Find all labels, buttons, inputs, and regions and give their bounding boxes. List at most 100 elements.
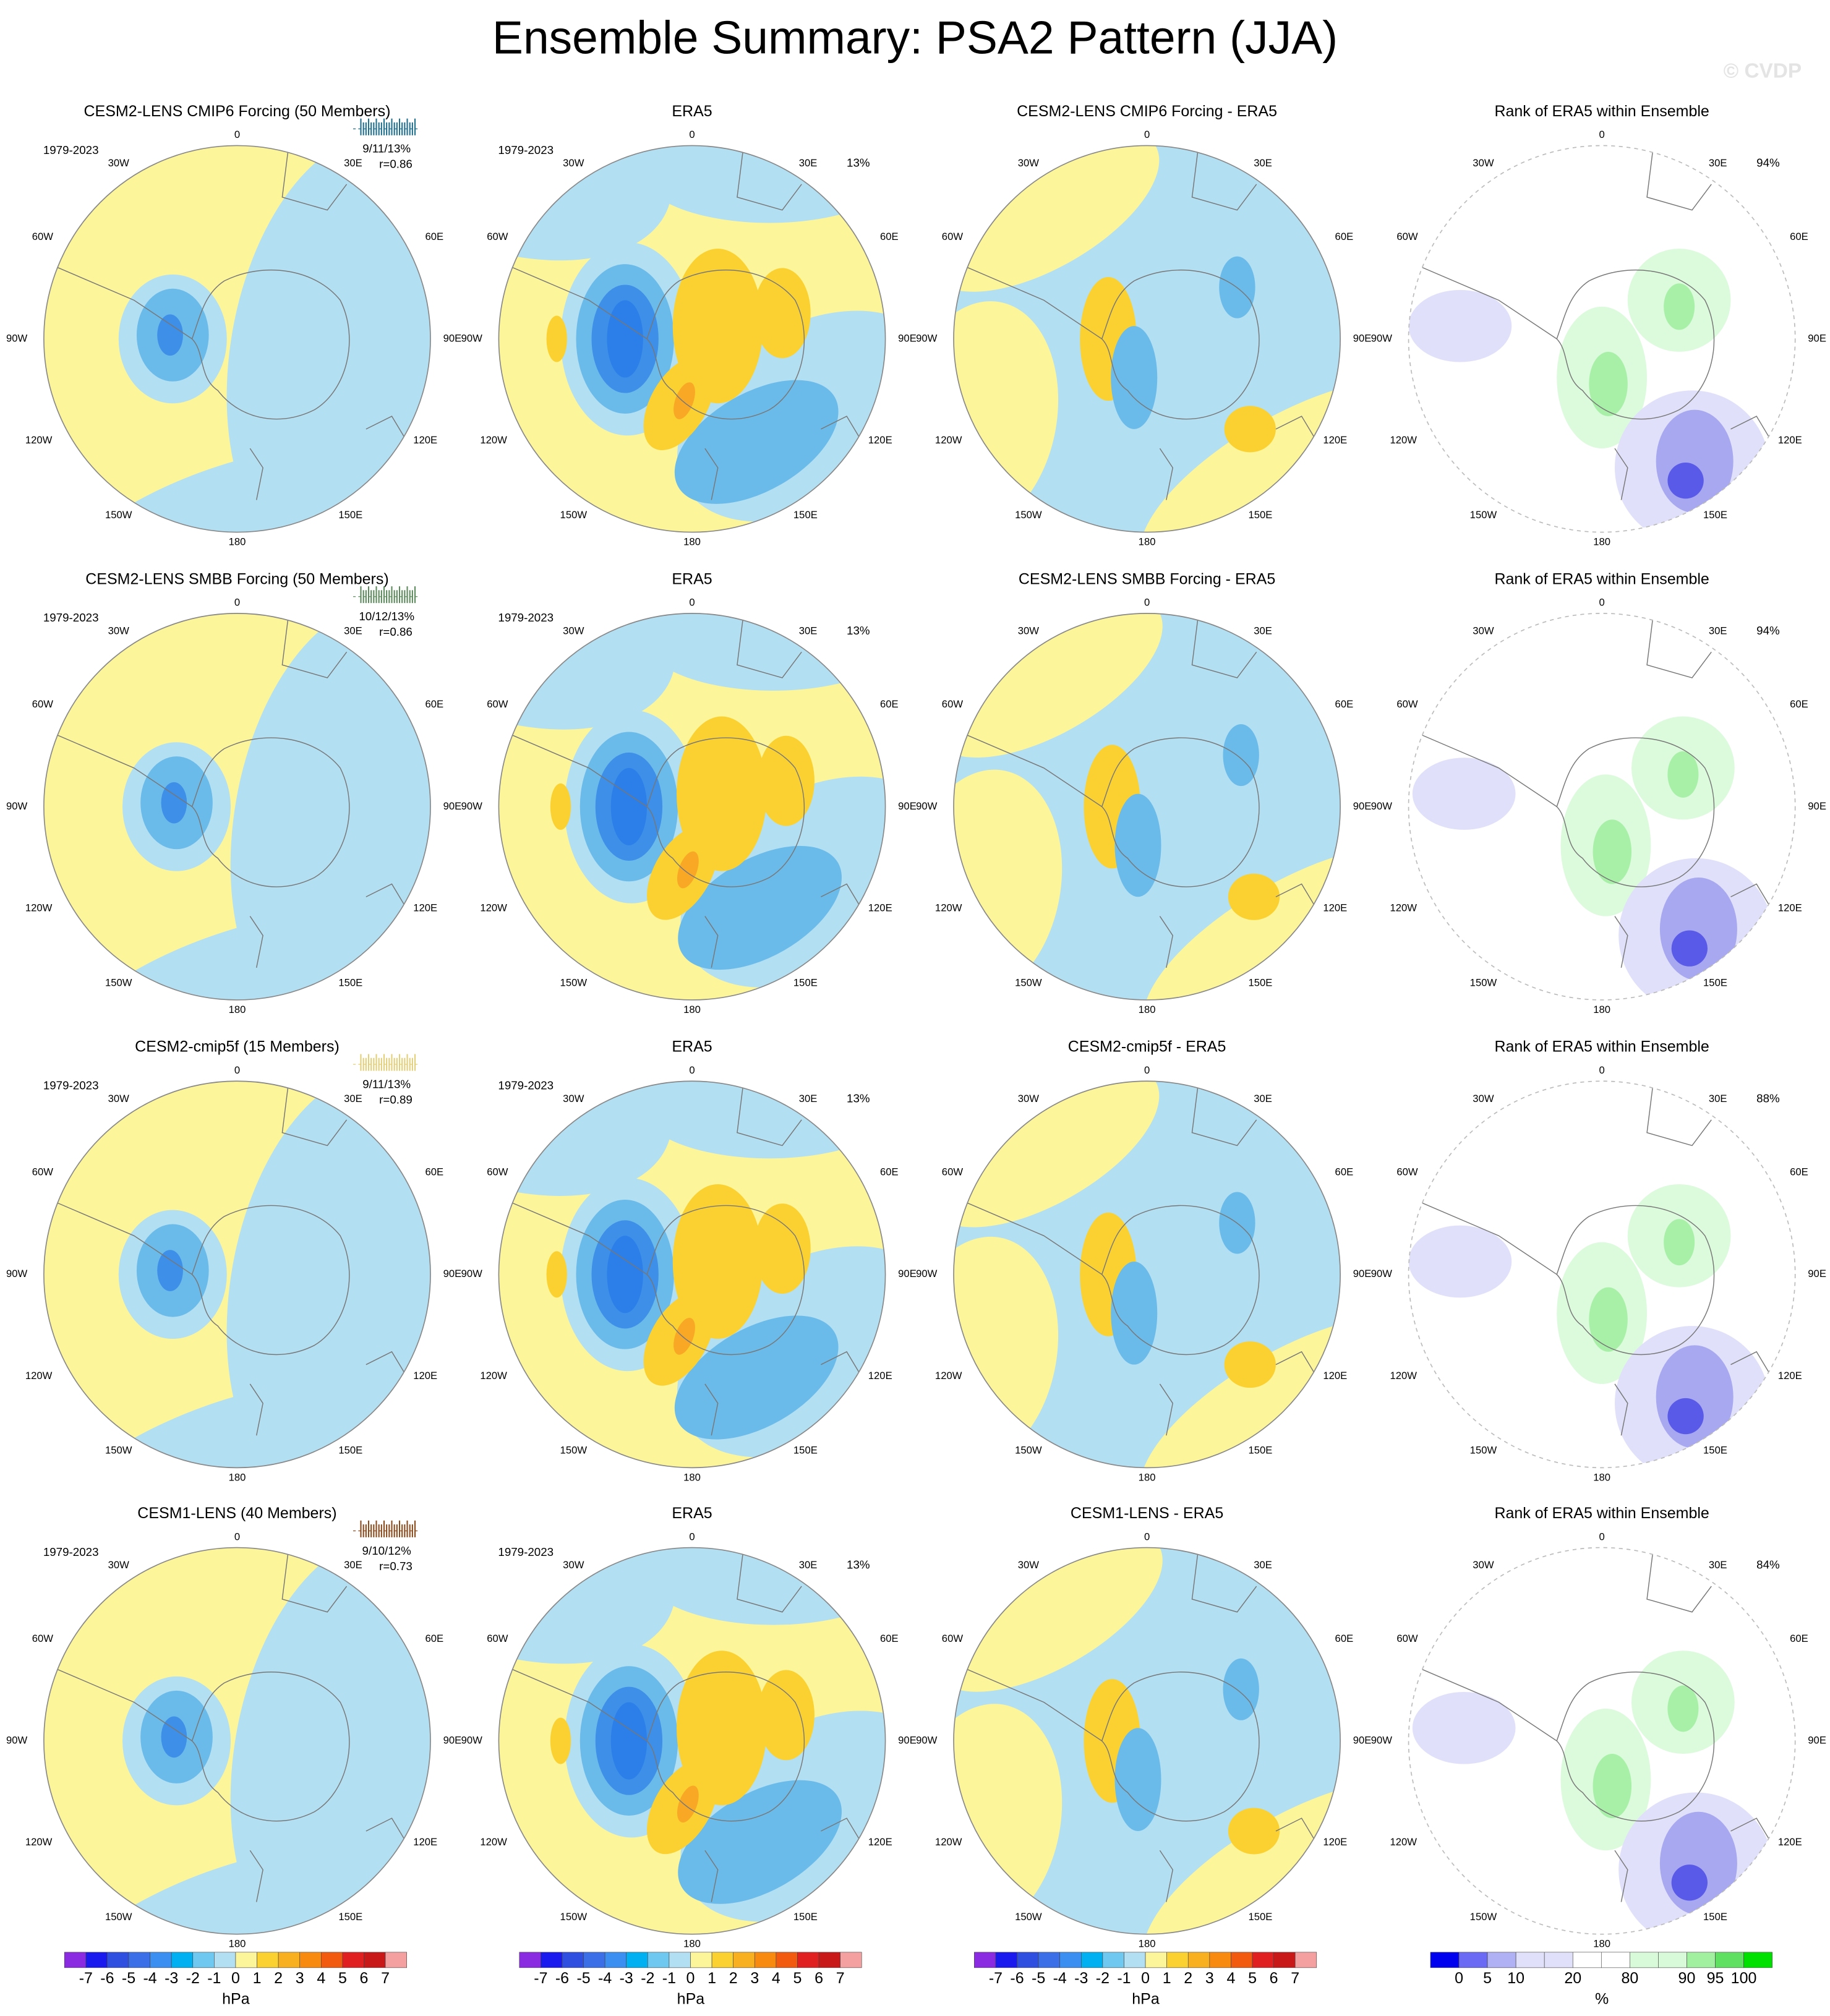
field-contour <box>674 1315 839 1440</box>
colorbar-box <box>818 1952 840 1968</box>
colorbar-box <box>192 1952 215 1968</box>
longitude-label: 150E <box>1703 509 1727 521</box>
field-contour <box>1228 1808 1280 1855</box>
map-border <box>953 1080 1341 1469</box>
map-panel: 0 30E 60E 90E 120E 150E 180 150W 120W 90W 60W 30W ER… <box>461 570 917 1015</box>
colorbar-label: 0 <box>231 1970 240 1987</box>
longitude-label: 30E <box>1709 625 1727 636</box>
longitude-label: 0 <box>234 129 240 140</box>
longitude-label: 60W <box>32 1166 54 1178</box>
longitude-label: 150W <box>1470 1911 1497 1923</box>
longitude-label: 90W <box>916 332 938 344</box>
longitude-label: 90E <box>443 800 462 812</box>
field-contour <box>1228 873 1280 920</box>
colorbar-box <box>1273 1952 1296 1968</box>
longitude-label: 0 <box>1144 129 1150 140</box>
colorbar-box <box>519 1952 541 1968</box>
colorbar-box <box>583 1952 605 1968</box>
colorbar-box <box>1059 1952 1082 1968</box>
longitude-label: 90E <box>443 332 462 344</box>
longitude-label: 30W <box>563 625 584 636</box>
colorbar-box <box>321 1952 343 1968</box>
colorbar-box <box>107 1952 129 1968</box>
map-border <box>1408 613 1796 1001</box>
colorbar-box <box>342 1952 364 1968</box>
longitude-label: 0 <box>689 1064 695 1076</box>
colorbar-box <box>1630 1952 1659 1968</box>
colorbar-label: -2 <box>186 1970 200 1987</box>
field-contour <box>1114 1728 1161 1831</box>
longitude-label: 30W <box>1473 1093 1494 1104</box>
longitude-label: 150E <box>1248 1911 1272 1923</box>
longitude-label: 60E <box>880 1633 899 1644</box>
colorbar-box <box>776 1952 798 1968</box>
corr-label: r=0.86 <box>379 625 413 638</box>
longitude-label: 90E <box>443 1268 462 1279</box>
longitude-label: 150E <box>1248 976 1272 988</box>
colorbar-box <box>1487 1952 1516 1968</box>
longitude-label: 30W <box>108 157 130 169</box>
colorbar-label: 3 <box>1205 1970 1214 1987</box>
longitude-label: 60E <box>880 698 899 710</box>
colorbar-label: -3 <box>165 1970 178 1987</box>
longitude-label: 90E <box>898 800 917 812</box>
field-contour <box>954 1081 1160 1228</box>
field-contour <box>498 145 672 261</box>
longitude-label: 60E <box>1790 231 1808 242</box>
field-contour <box>678 845 842 970</box>
longitude-label: 90W <box>1371 1735 1393 1746</box>
longitude-label: 150E <box>1703 976 1727 988</box>
percent-label: 94% <box>1756 156 1780 169</box>
longitude-label: 120E <box>868 434 892 446</box>
longitude-label: 30W <box>563 1559 584 1571</box>
longitude-label: 120E <box>1323 902 1347 913</box>
colorbar-box <box>669 1952 691 1968</box>
colorbar-label: -5 <box>1032 1970 1045 1987</box>
longitude-label: 120E <box>413 1370 437 1382</box>
longitude-label: 120E <box>413 1836 437 1848</box>
longitude-label: 60E <box>425 1166 443 1178</box>
colorbar-box <box>1038 1952 1061 1968</box>
longitude-label: 120E <box>868 1836 892 1848</box>
colorbar-box <box>150 1952 172 1968</box>
longitude-label: 150E <box>793 509 818 521</box>
stat-label: 9/11/13% <box>362 142 411 155</box>
longitude-label: 60E <box>1335 231 1354 242</box>
period-label: 1979-2023 <box>498 1545 554 1558</box>
colorbar-box <box>840 1952 862 1968</box>
longitude-label: 60W <box>942 231 964 242</box>
longitude-label: 180 <box>683 1471 701 1483</box>
colorbar-label: 95 <box>1707 1970 1724 1987</box>
field-contour <box>157 314 183 356</box>
colorbar-box <box>1658 1952 1687 1968</box>
longitude-label: 30E <box>1709 1559 1727 1571</box>
antarctica-outline <box>954 1197 1260 1356</box>
stat-label: 9/11/13% <box>362 1077 411 1090</box>
antarctica-outline <box>43 1663 350 1822</box>
colorbar-box <box>299 1952 322 1968</box>
longitude-label: 90E <box>1808 1268 1826 1279</box>
colorbar-label: -4 <box>1053 1970 1067 1987</box>
colorbar-label: 1 <box>1163 1970 1171 1987</box>
colorbar-label: 0 <box>1141 1970 1150 1987</box>
longitude-label: 150E <box>1703 1911 1727 1923</box>
field-contour <box>1667 751 1699 798</box>
field-contour <box>610 767 648 845</box>
longitude-label: 30W <box>108 625 130 636</box>
field-contour <box>678 1780 842 1904</box>
colorbar-box <box>364 1952 386 1968</box>
longitude-label: 120E <box>1323 434 1347 446</box>
longitude-label: 90W <box>1371 332 1393 344</box>
longitude-label: 60E <box>425 1633 443 1644</box>
field-contour <box>1412 1691 1516 1764</box>
longitude-label: 90E <box>1353 1735 1372 1746</box>
colorbar-box <box>1102 1952 1124 1968</box>
field-contour <box>954 301 1059 532</box>
longitude-label: 0 <box>689 1531 695 1542</box>
colorbar-label: 100 <box>1731 1970 1757 1987</box>
colorbar-label: 5 <box>1248 1970 1257 1987</box>
colorbar-label: -1 <box>207 1970 221 1987</box>
longitude-label: 180 <box>1593 1471 1610 1483</box>
